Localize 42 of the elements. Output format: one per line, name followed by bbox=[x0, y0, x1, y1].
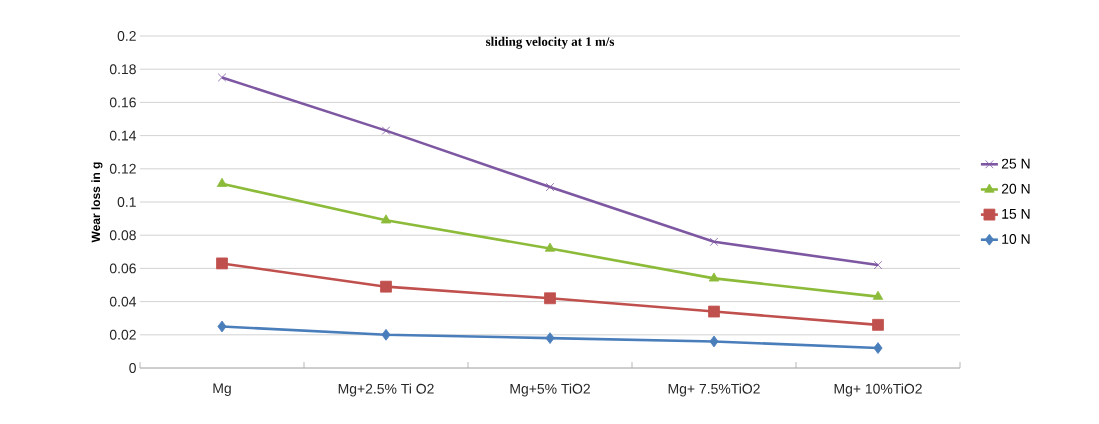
point bbox=[380, 214, 392, 224]
point bbox=[709, 237, 719, 247]
y-tick-label: 0.06 bbox=[109, 263, 136, 274]
point bbox=[380, 280, 392, 293]
point bbox=[217, 320, 227, 333]
point bbox=[217, 73, 227, 82]
y-axis-title: Wear loss in g bbox=[91, 162, 103, 243]
point bbox=[709, 335, 719, 348]
point bbox=[216, 257, 228, 270]
y-tick-label: 0 bbox=[129, 363, 136, 373]
point bbox=[872, 318, 884, 331]
point bbox=[873, 342, 883, 354]
point bbox=[381, 126, 391, 135]
x-tick-label: Mg+5% TiO2 bbox=[510, 383, 590, 397]
x-tick-label: Mg bbox=[213, 383, 231, 396]
y-tick-label: 0.1 bbox=[117, 197, 136, 207]
point bbox=[544, 242, 556, 252]
point bbox=[216, 177, 228, 187]
y-tick-label: 0.08 bbox=[109, 230, 136, 241]
point bbox=[545, 332, 555, 344]
y-tick-label: 0.12 bbox=[109, 163, 136, 174]
chart-title: sliding velocity at 1 m/s bbox=[486, 36, 615, 49]
y-tick-label: 0.18 bbox=[109, 64, 136, 75]
point bbox=[544, 292, 556, 305]
legend-label: 25 N bbox=[1001, 158, 1030, 169]
point bbox=[708, 305, 720, 318]
point bbox=[708, 272, 720, 282]
y-tick-label: 0.14 bbox=[109, 130, 137, 141]
point bbox=[872, 290, 884, 300]
x-tick-label: Mg+2.5% Ti O2 bbox=[338, 383, 434, 397]
legend-label: 20 N bbox=[1001, 183, 1030, 194]
legend-label: 10 N bbox=[1002, 234, 1030, 244]
y-tick-label: 0.2 bbox=[117, 31, 136, 41]
x-tick-label: Mg+ 10%TiO2 bbox=[834, 383, 922, 397]
legend-label: 15 N bbox=[1002, 209, 1030, 219]
x-tick-label: Mg+ 7.5%TiO2 bbox=[668, 383, 760, 397]
point bbox=[381, 328, 391, 341]
y-tick-label: 0.16 bbox=[109, 97, 136, 108]
point bbox=[545, 182, 555, 192]
y-tick-label: 0.02 bbox=[109, 329, 136, 340]
point bbox=[873, 260, 883, 270]
y-tick-label: 0.04 bbox=[109, 296, 137, 307]
